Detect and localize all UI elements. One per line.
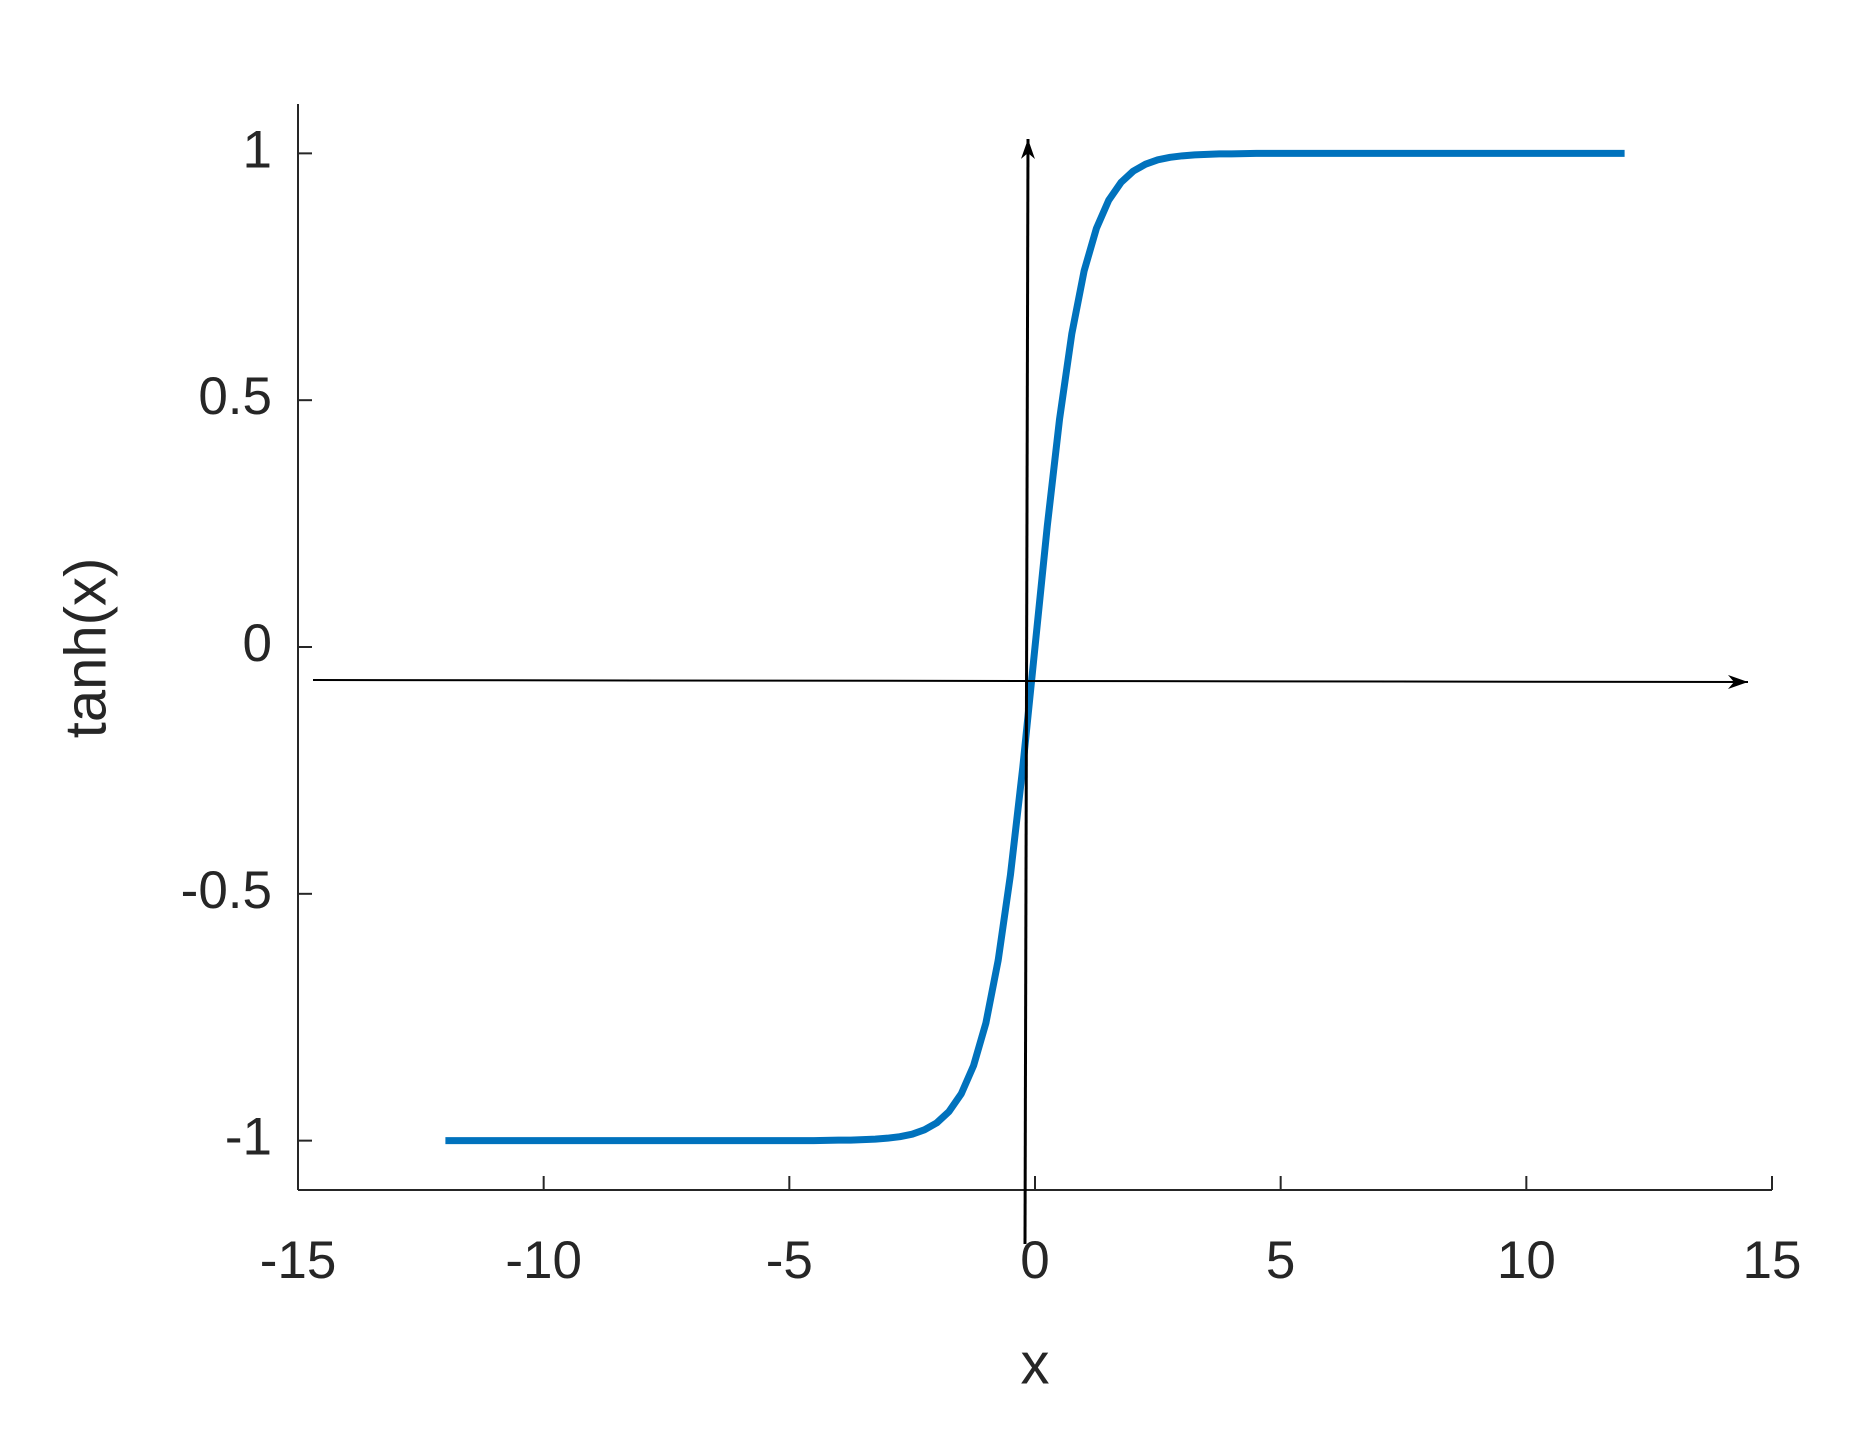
x-tick-label: 5 [1266, 1231, 1295, 1290]
y-tick-label: 0 [243, 614, 272, 673]
x-tick-label: 10 [1497, 1231, 1556, 1290]
x-tick-label: -15 [260, 1231, 337, 1290]
x-tick-label: -5 [766, 1231, 813, 1290]
x-tick-label: 15 [1743, 1231, 1802, 1290]
y-tick-label: 1 [243, 120, 272, 179]
y-axis-label: tanh(x) [53, 558, 118, 739]
y-tick-label: -1 [225, 1108, 272, 1167]
annotation-arrow [312, 674, 1749, 689]
y-tick-label: 0.5 [198, 367, 272, 426]
line-series [445, 149, 1625, 1145]
annotation-arrow [1020, 138, 1035, 1245]
x-tick-label: -10 [505, 1231, 582, 1290]
x-axis-label: x [1021, 1331, 1050, 1396]
y-tick-label: -0.5 [181, 861, 272, 920]
